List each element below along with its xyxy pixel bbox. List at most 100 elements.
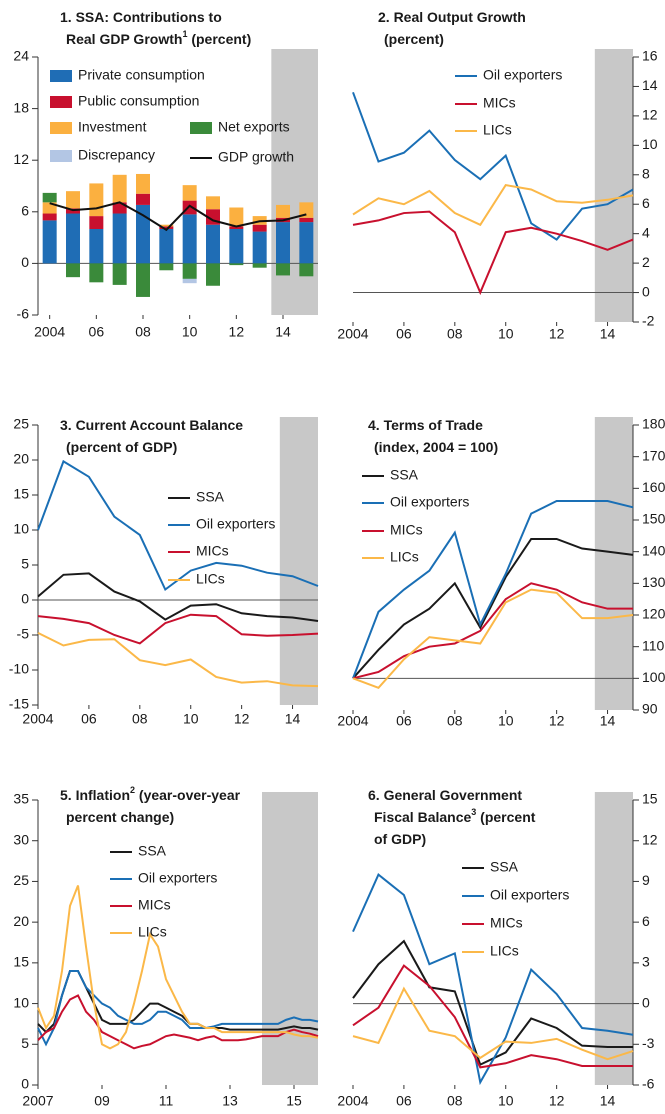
y-tick-label: 20 bbox=[13, 451, 29, 467]
bar-segment bbox=[252, 224, 267, 232]
bar-segment bbox=[66, 263, 80, 278]
forecast-shade bbox=[594, 417, 633, 710]
legend-label: Private consumption bbox=[78, 67, 205, 83]
bar-segment bbox=[276, 204, 290, 218]
bar-segment bbox=[206, 263, 220, 286]
y-tick-label: 35 bbox=[13, 791, 29, 807]
bar-segment bbox=[89, 216, 104, 229]
bar-segment bbox=[229, 229, 244, 264]
y-tick-label: 20 bbox=[13, 913, 29, 929]
title-text: percent change) bbox=[66, 809, 174, 825]
legend-label: Net exports bbox=[218, 119, 290, 135]
legend-label: LICs bbox=[490, 943, 519, 959]
x-tick-label: 14 bbox=[600, 713, 616, 729]
bar-segment bbox=[182, 263, 197, 279]
series-line bbox=[37, 970, 319, 1047]
bar-segment bbox=[299, 202, 314, 218]
chart-title: Real GDP Growth1 (percent) bbox=[66, 29, 251, 46]
y-tick-label: 24 bbox=[13, 48, 29, 64]
chart-title: 5. Inflation2 (year-over-year bbox=[60, 785, 241, 802]
title-text: 3. Current Account Balance bbox=[60, 417, 243, 433]
bar-segment bbox=[89, 183, 104, 217]
legend-swatch bbox=[50, 122, 72, 134]
bar-segment bbox=[299, 263, 314, 277]
legend-swatch bbox=[50, 70, 72, 82]
series-line bbox=[37, 632, 319, 688]
forecast-shade bbox=[262, 792, 318, 1085]
legend-swatch bbox=[50, 150, 72, 162]
x-tick-label: 10 bbox=[498, 1093, 514, 1109]
y-tick-label: 170 bbox=[642, 447, 665, 463]
legend-label: Investment bbox=[78, 119, 147, 135]
x-tick-label: 10 bbox=[498, 326, 514, 342]
x-tick-label: 08 bbox=[135, 324, 151, 340]
series-line bbox=[352, 210, 634, 296]
y-tick-label: 0 bbox=[642, 994, 650, 1010]
series-line bbox=[352, 500, 634, 679]
footnote-mark: 3 bbox=[471, 807, 476, 817]
x-tick-label: 06 bbox=[89, 324, 105, 340]
y-tick-label: 180 bbox=[642, 416, 665, 432]
series-line bbox=[37, 994, 319, 1050]
legend-label: LICs bbox=[483, 122, 512, 138]
y-tick-label: 0 bbox=[21, 254, 29, 270]
legend-label: SSA bbox=[390, 467, 419, 483]
x-tick-label: 12 bbox=[234, 711, 250, 727]
chart-title: (percent of GDP) bbox=[66, 439, 177, 455]
x-tick-label: 14 bbox=[600, 326, 616, 342]
y-tick-label: 160 bbox=[642, 479, 665, 495]
legend-label: GDP growth bbox=[218, 149, 294, 165]
legend-label: Oil exporters bbox=[196, 516, 275, 532]
legend-label: MICs bbox=[490, 915, 523, 931]
bar-segment bbox=[42, 220, 57, 264]
y-tick-label: 14 bbox=[642, 77, 658, 93]
legend-label: MICs bbox=[138, 897, 171, 913]
legend-swatch bbox=[50, 96, 72, 108]
bar-segment bbox=[276, 222, 290, 264]
legend-label: MICs bbox=[483, 95, 516, 111]
chart-title: 2. Real Output Growth bbox=[378, 9, 526, 25]
y-tick-label: 10 bbox=[13, 994, 29, 1010]
title-text: of GDP) bbox=[374, 831, 426, 847]
x-tick-label: 2004 bbox=[34, 324, 65, 340]
legend-label: SSA bbox=[196, 489, 225, 505]
chart-title: 4. Terms of Trade bbox=[368, 417, 483, 433]
legend-label: LICs bbox=[196, 571, 225, 587]
footnote-mark: 1 bbox=[182, 29, 187, 39]
x-tick-label: 11 bbox=[159, 1093, 174, 1109]
bar-segment bbox=[182, 200, 197, 215]
title-text: (percent) bbox=[187, 31, 251, 47]
y-tick-label: 110 bbox=[642, 637, 665, 653]
bar-segment bbox=[159, 229, 174, 264]
title-text: 4. Terms of Trade bbox=[368, 417, 483, 433]
y-tick-label: 6 bbox=[21, 203, 29, 219]
x-tick-label: 12 bbox=[229, 324, 245, 340]
y-tick-label: 6 bbox=[642, 913, 650, 929]
x-tick-label: 10 bbox=[182, 324, 198, 340]
x-tick-label: 06 bbox=[396, 326, 412, 342]
legend-label: Discrepancy bbox=[78, 147, 155, 163]
series-line bbox=[49, 201, 307, 232]
title-text: (percent of GDP) bbox=[66, 439, 177, 455]
legend-label: SSA bbox=[490, 859, 519, 875]
title-text: 1. SSA: Contributions to bbox=[60, 9, 222, 25]
x-tick-label: 06 bbox=[396, 1093, 412, 1109]
legend-label: Oil exporters bbox=[490, 887, 569, 903]
bar-segment bbox=[159, 224, 174, 227]
footnote-mark: 2 bbox=[130, 785, 135, 795]
legend-label: Public consumption bbox=[78, 93, 199, 109]
series-line bbox=[37, 613, 319, 645]
forecast-shade bbox=[594, 49, 633, 322]
bar-segment bbox=[276, 263, 290, 276]
title-text: (year-over-year bbox=[135, 787, 241, 803]
y-tick-label: 30 bbox=[13, 831, 29, 847]
y-tick-label: 8 bbox=[642, 165, 650, 181]
bar-segment bbox=[229, 263, 244, 266]
legend-label: LICs bbox=[138, 924, 167, 940]
bar-segment bbox=[182, 214, 197, 264]
series-line bbox=[352, 538, 634, 679]
y-tick-label: 0 bbox=[21, 1076, 29, 1092]
y-tick-label: 90 bbox=[642, 701, 658, 717]
bar-segment bbox=[136, 173, 150, 194]
